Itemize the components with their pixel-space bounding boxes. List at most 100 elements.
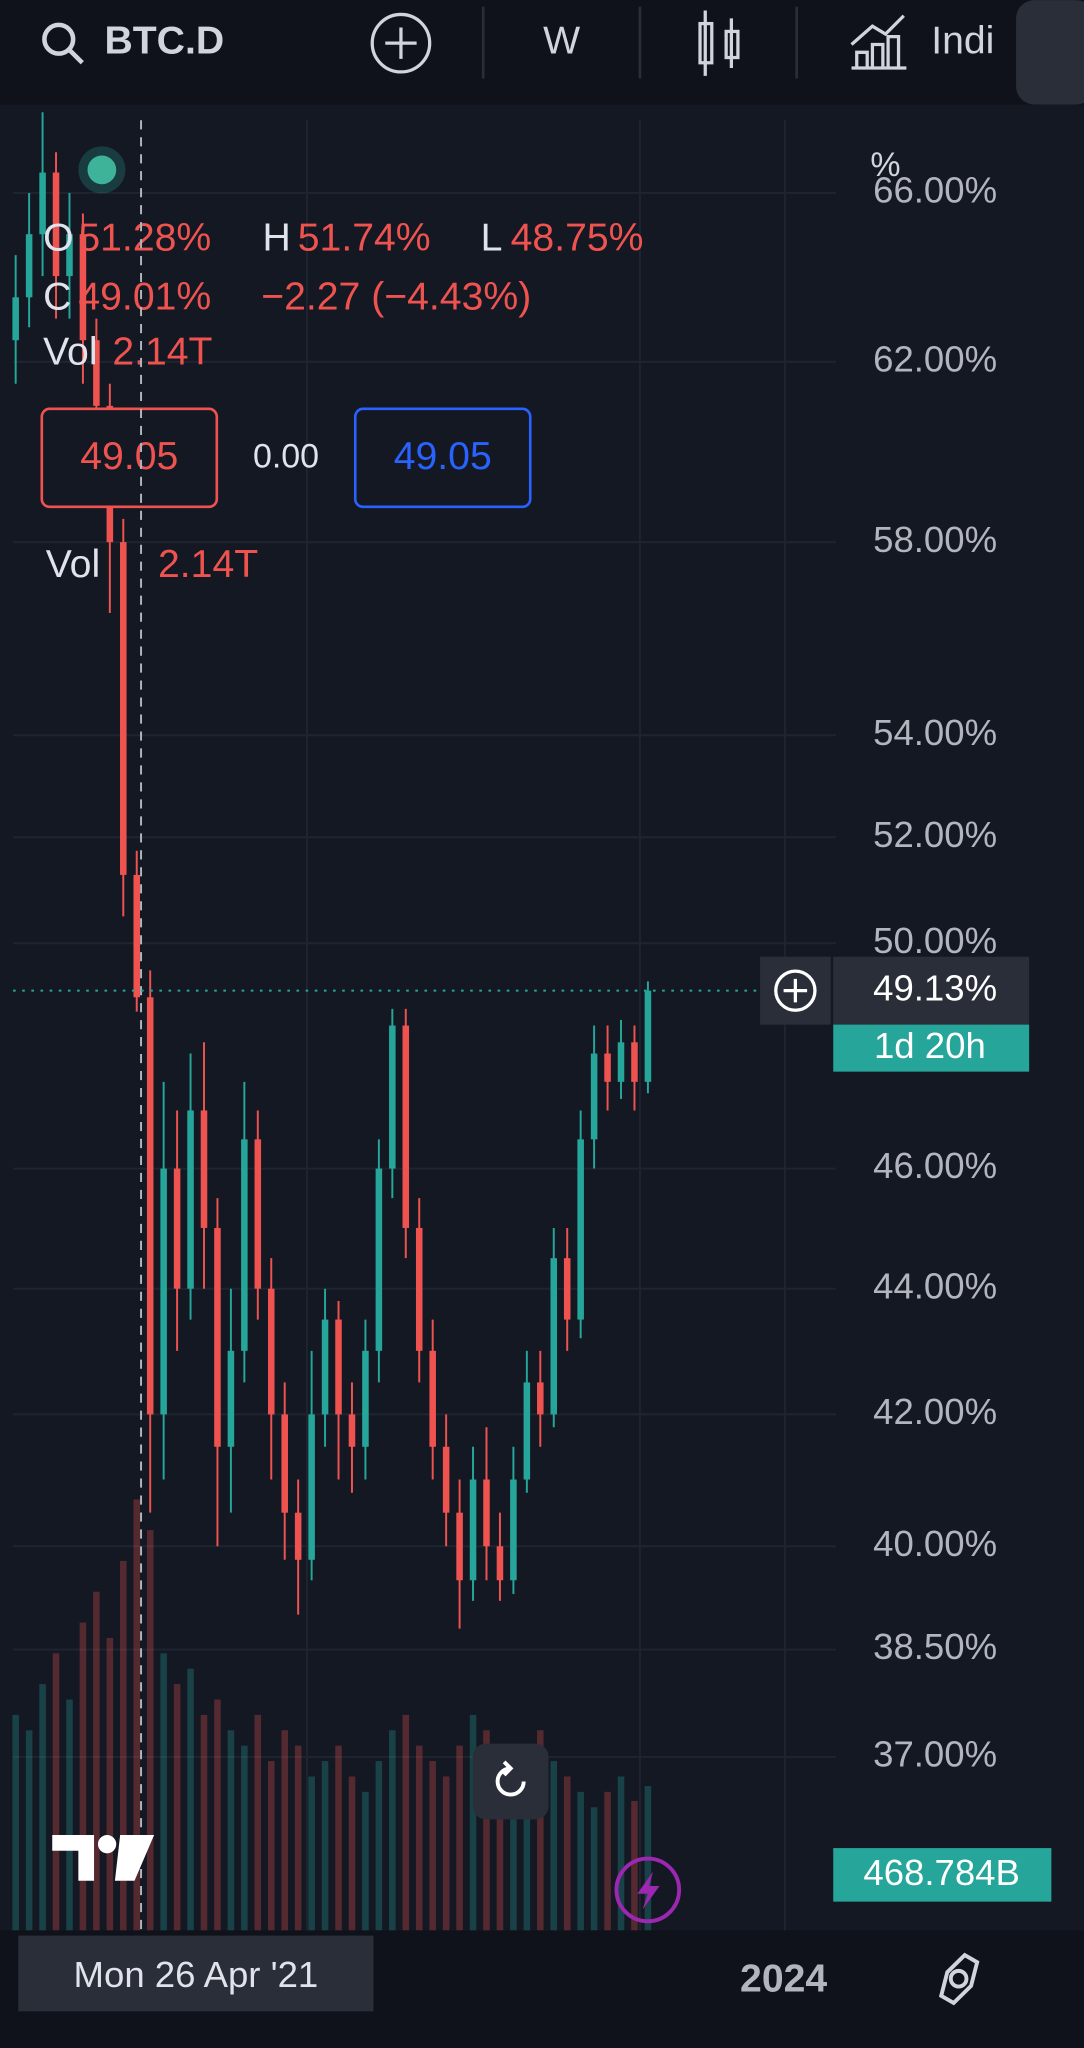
volume-bar <box>39 1684 46 1931</box>
tv-logo <box>52 1835 155 1881</box>
y-tick-label: 44.00% <box>873 1265 997 1306</box>
y-tick-label: 38.50% <box>873 1626 997 1667</box>
volume-bar <box>308 1776 315 1931</box>
candle-body <box>12 297 19 341</box>
search-icon[interactable] <box>42 22 76 56</box>
settings-icon <box>948 1968 969 1989</box>
volume-bar <box>241 1745 248 1931</box>
candle-body <box>429 1350 436 1447</box>
candle-body <box>39 172 46 235</box>
y-tick-label: 62.00% <box>873 339 997 380</box>
candle-body <box>214 1227 221 1447</box>
sell-button[interactable] <box>40 407 219 509</box>
candle-body <box>537 1382 544 1415</box>
candle-body <box>187 1110 194 1289</box>
candle-body <box>469 1479 477 1581</box>
unit-label: % <box>870 146 900 184</box>
volume-bar <box>469 1714 477 1931</box>
indicators[interactable]: Indi <box>931 20 994 63</box>
candle-body <box>442 1446 450 1513</box>
volume-bar <box>510 1776 517 1931</box>
legend-change: −2.27 (−4.43%) <box>261 276 531 319</box>
volume-bar <box>362 1791 369 1931</box>
candle-body <box>415 1227 423 1351</box>
candle-body <box>644 990 652 1082</box>
add-symbol-plus <box>385 27 417 59</box>
add-alert-plus <box>783 978 808 1003</box>
buy-price[interactable]: 49.05 <box>394 435 492 478</box>
candle-body <box>146 997 154 1415</box>
time-label: 2024 <box>740 1958 827 2001</box>
legend-value: 51.28% <box>78 217 211 260</box>
candle-body <box>79 234 87 341</box>
candle-body <box>590 1053 598 1140</box>
reset-button[interactable] <box>472 1743 549 1820</box>
side-handle <box>1016 0 1084 105</box>
volume-bar <box>590 1807 598 1931</box>
flash-icon <box>637 1871 660 1910</box>
legend-value: 51.74% <box>298 217 431 260</box>
y-tick-label: 42.00% <box>873 1391 997 1432</box>
candle-body <box>523 1382 531 1480</box>
candle-body <box>227 1350 235 1447</box>
legend-value: 49.01% <box>78 276 211 319</box>
volume-bar <box>52 1653 60 1931</box>
legend-key: C <box>43 276 71 319</box>
settings-button[interactable] <box>936 1952 983 2006</box>
plot-area <box>12 112 836 1931</box>
volume-bar <box>25 1730 33 1931</box>
overlay: 49.13% 1d 20h 468.784B <box>13 956 1052 1902</box>
interval[interactable]: W <box>543 20 580 63</box>
volume-bar <box>456 1745 463 1931</box>
volume-bar <box>227 1730 235 1931</box>
y-tick-label: 50.00% <box>873 920 997 961</box>
volume-bar <box>402 1714 410 1931</box>
volume-bar <box>214 1699 221 1931</box>
crosshair-time-box <box>18 1935 374 2012</box>
buy-button[interactable] <box>353 407 532 509</box>
volume-bar <box>523 1745 531 1931</box>
candle-body <box>173 1168 181 1289</box>
candle-body <box>510 1479 517 1581</box>
toolbar: BTC.D W Indi <box>0 0 1084 105</box>
volume-bar <box>604 1791 611 1931</box>
volume-bar <box>294 1745 302 1931</box>
add-symbol[interactable] <box>370 12 432 74</box>
y-tick-label: 58.00% <box>873 519 997 560</box>
volume-bar <box>66 1699 73 1931</box>
volume-bar <box>496 1761 504 1931</box>
volume-key: Vol <box>46 543 100 586</box>
candle-body <box>66 234 73 277</box>
volume-bar <box>106 1637 114 1931</box>
reset-icon <box>495 1760 526 1797</box>
chart-type-icon[interactable] <box>698 10 740 76</box>
candle-body <box>321 1319 329 1415</box>
indicators-icon[interactable] <box>850 14 907 70</box>
candle-body <box>577 1139 584 1320</box>
legend-key: L <box>481 217 503 260</box>
volume-bar <box>617 1776 625 1931</box>
volume-bar <box>79 1622 87 1931</box>
y-tick-label: 66.00% <box>873 170 997 211</box>
y-tick-label: 37.00% <box>873 1734 997 1775</box>
bottom-edge <box>0 2027 1084 2048</box>
candle-body <box>563 1258 571 1320</box>
candle-body <box>200 1110 208 1228</box>
candle-body <box>456 1512 463 1581</box>
sell-price[interactable]: 49.05 <box>80 435 178 478</box>
candle-body <box>631 1042 638 1082</box>
volume-bar <box>120 1560 127 1931</box>
candle-body <box>160 1168 167 1415</box>
candle-body <box>281 1414 288 1513</box>
candle-body <box>496 1546 504 1581</box>
search-icon <box>67 48 84 65</box>
volume-bar <box>187 1668 194 1931</box>
volume-bar <box>254 1714 262 1931</box>
candle-body <box>52 172 60 277</box>
volume-bar <box>12 1714 19 1931</box>
volume-bar <box>631 1801 638 1931</box>
flash-button[interactable] <box>614 1856 682 1924</box>
symbol[interactable]: BTC.D <box>104 20 224 63</box>
legend-key: Vol <box>43 330 97 373</box>
y-tick-label: 40.00% <box>873 1523 997 1564</box>
